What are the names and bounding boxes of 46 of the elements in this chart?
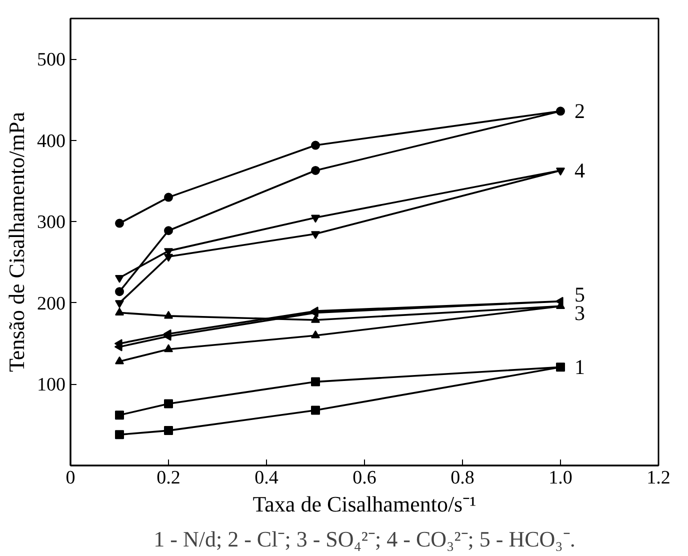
point bbox=[115, 308, 124, 316]
point bbox=[311, 314, 320, 323]
point bbox=[164, 226, 173, 236]
x-tick-label: 1.0 bbox=[548, 468, 572, 488]
x-tick-label: 0.2 bbox=[156, 468, 180, 488]
point bbox=[164, 192, 173, 202]
point bbox=[311, 377, 320, 386]
point bbox=[115, 274, 124, 283]
y-tick-label: 300 bbox=[37, 212, 66, 234]
point bbox=[164, 254, 173, 262]
point bbox=[311, 166, 320, 175]
x-tick-label: 0.4 bbox=[254, 468, 279, 488]
point bbox=[164, 399, 173, 408]
point bbox=[311, 140, 320, 150]
point bbox=[556, 168, 565, 176]
y-axis-title: Tensão de Cisalhamento/mPa bbox=[4, 112, 29, 372]
y-tick-label: 400 bbox=[37, 130, 66, 152]
point bbox=[115, 430, 124, 440]
x-axis-title: Taxa de Cisalhamento/s⁻¹ bbox=[252, 492, 476, 516]
x-tick-label: 0.8 bbox=[450, 468, 474, 488]
point bbox=[556, 362, 565, 372]
point bbox=[311, 330, 320, 338]
x-tick-label: 0 bbox=[66, 468, 76, 488]
y-tick-label: 100 bbox=[37, 374, 66, 396]
point bbox=[556, 106, 565, 116]
point bbox=[311, 231, 320, 239]
point bbox=[555, 296, 564, 306]
series-label: 4 bbox=[574, 158, 586, 182]
y-tick-label: 500 bbox=[37, 50, 66, 71]
series-label: 2 bbox=[574, 99, 585, 124]
point bbox=[311, 406, 320, 415]
point bbox=[163, 332, 172, 341]
point bbox=[164, 426, 173, 436]
text: 1 - N/d; 2 - Cl⁻; 3 - SO₄²⁻; 4 - CO₃²⁻; 5 - HCO₃⁻. bbox=[154, 526, 576, 552]
y-tick-label: 200 bbox=[37, 293, 66, 314]
point bbox=[115, 410, 124, 420]
series-label: 1 bbox=[574, 355, 585, 380]
point bbox=[164, 344, 173, 352]
point bbox=[115, 218, 124, 228]
point bbox=[115, 287, 124, 296]
x-tick-label: 1.2 bbox=[646, 468, 670, 488]
point bbox=[115, 356, 124, 364]
x-tick-label: 0.6 bbox=[352, 468, 376, 488]
point bbox=[311, 214, 320, 223]
point bbox=[115, 300, 124, 308]
point bbox=[164, 310, 173, 319]
